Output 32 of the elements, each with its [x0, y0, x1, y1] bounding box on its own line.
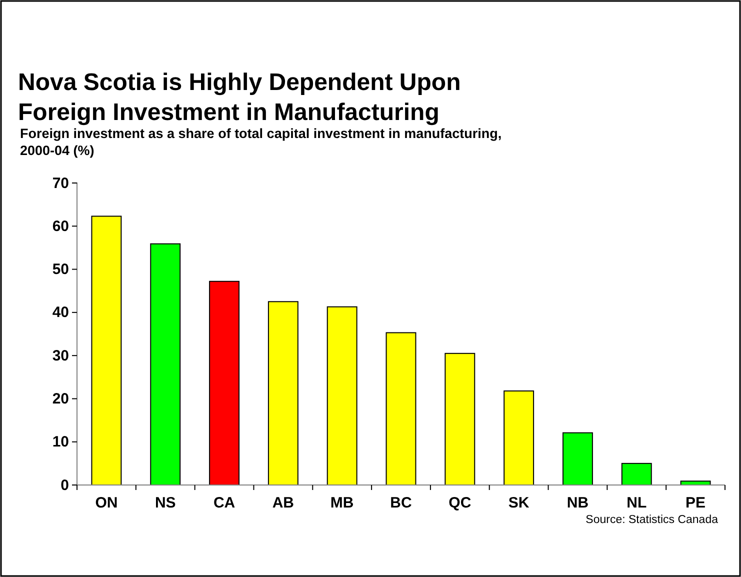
bar [562, 432, 593, 486]
bar [444, 352, 476, 486]
bar [386, 332, 416, 486]
bar [209, 280, 240, 486]
x-tick-label: NL [626, 494, 647, 512]
y-tick-label: 30 [52, 347, 69, 364]
bar [621, 462, 652, 486]
y-tick-label: 20 [52, 390, 69, 408]
chart-title: Nova Scotia is Highly Dependent Upon Foreign Investment in Manufacturing [18, 69, 461, 126]
x-tick-label: BC [390, 494, 412, 512]
x-tick-label: ON [95, 494, 118, 512]
x-tick-label: SK [508, 494, 530, 512]
bar [504, 390, 534, 486]
x-tick-label: PE [686, 494, 706, 512]
x-tick-label: QC [448, 494, 472, 512]
y-tick-label: 40 [52, 304, 69, 322]
bar [268, 301, 298, 486]
x-tick-label: CA [213, 494, 236, 512]
x-tick-label: MB [330, 494, 354, 512]
y-tick-label: 10 [52, 434, 69, 451]
x-tick-label: NB [566, 494, 589, 512]
x-tick-label: NS [154, 494, 176, 512]
chart-subtitle: Foreign investment as a share of total capital investment in manufacturing, 2000-04 (%) [20, 126, 502, 158]
y-tick-label: 70 [52, 174, 69, 192]
bar [91, 216, 122, 486]
bar [326, 306, 358, 486]
y-tick-label: 60 [52, 218, 69, 235]
source-note: Source: Statistics Canada [586, 514, 719, 526]
bar [150, 243, 181, 486]
y-tick-label: 0 [60, 476, 69, 494]
y-tick-label: 50 [52, 261, 69, 278]
x-tick-label: AB [272, 494, 294, 512]
